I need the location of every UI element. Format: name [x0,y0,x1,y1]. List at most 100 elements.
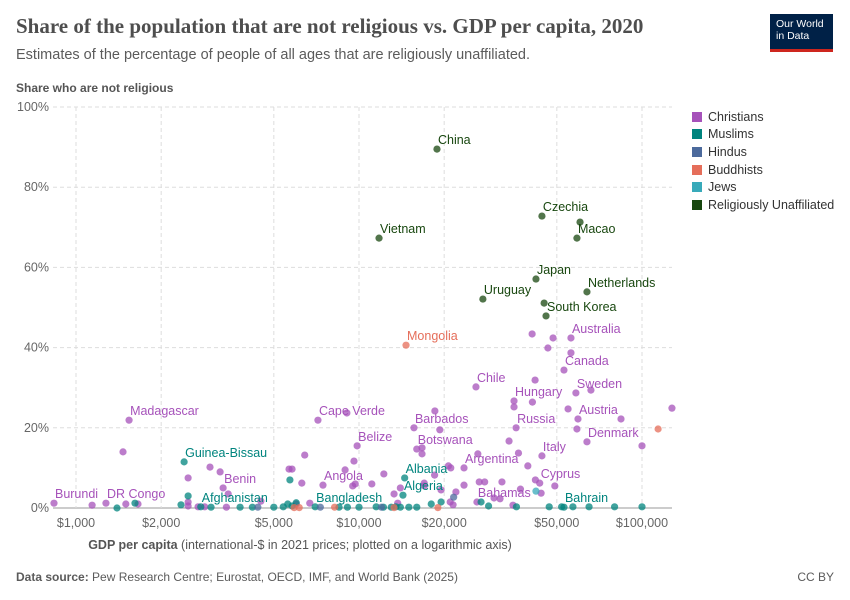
point-christians[interactable] [512,424,520,432]
point-christians[interactable] [560,366,568,374]
point-christians[interactable] [431,471,439,479]
legend-item-hindus[interactable]: Hindus [692,143,834,161]
point-christians[interactable] [380,470,388,478]
point-christians[interactable] [583,438,591,446]
point-christians[interactable] [301,451,309,459]
point-christians[interactable] [475,478,483,486]
point-christians[interactable] [668,404,676,412]
point-christians[interactable] [490,494,498,502]
point-christians[interactable] [119,448,127,456]
point-christians[interactable] [418,444,426,452]
point-hindus[interactable] [316,503,324,511]
point-christians[interactable] [447,464,455,472]
point-buddhists[interactable] [331,503,339,511]
point-christians[interactable] [437,486,445,494]
legend-item-jews[interactable]: Jews [692,178,834,196]
point-christians[interactable] [638,442,646,450]
point-buddhists[interactable] [402,341,410,349]
point-christians[interactable] [88,501,96,509]
point-muslims[interactable] [569,503,577,511]
point-christians[interactable] [460,464,468,472]
point-christians[interactable] [544,344,552,352]
point-christians[interactable] [505,437,513,445]
point-buddhists[interactable] [654,425,662,433]
point-muslims[interactable] [113,504,121,512]
point-christians[interactable] [431,407,439,415]
point-muslims[interactable] [207,503,215,511]
point-christians[interactable] [460,481,468,489]
point-jews[interactable] [532,487,540,495]
point-christians[interactable] [567,334,575,342]
point-christians[interactable] [516,485,525,493]
point-christians[interactable] [343,409,351,417]
point-muslims[interactable] [177,501,185,509]
point-religiously-unaffiliated[interactable] [479,295,487,303]
point-christians[interactable] [528,398,537,406]
point-buddhists[interactable] [290,503,298,512]
point-christians[interactable] [418,450,426,458]
point-christians[interactable] [549,334,557,342]
point-christians[interactable] [481,478,489,486]
point-christians[interactable] [353,442,361,450]
point-christians[interactable] [410,424,418,432]
point-religiously-unaffiliated[interactable] [573,234,581,242]
point-christians[interactable] [306,499,314,507]
point-muslims[interactable] [343,503,352,511]
point-muslims[interactable] [399,491,407,499]
point-christians[interactable] [219,484,227,492]
point-muslims[interactable] [355,503,363,511]
point-muslims[interactable] [248,503,256,511]
point-hindus[interactable] [254,503,262,511]
point-buddhists[interactable] [295,503,303,512]
point-christians[interactable] [551,482,559,490]
point-hindus[interactable] [377,503,386,511]
point-christians[interactable] [538,452,546,460]
point-christians[interactable] [216,468,224,476]
point-christians[interactable] [125,416,133,424]
point-christians[interactable] [224,490,232,498]
point-muslims[interactable] [396,503,404,511]
owid-logo[interactable]: Our World in Data [770,14,833,52]
point-christians[interactable] [298,479,306,487]
point-muslims[interactable] [131,499,139,507]
point-christians[interactable] [574,415,582,423]
point-christians[interactable] [528,330,536,338]
point-muslims[interactable] [286,476,294,484]
point-muslims[interactable] [180,458,188,466]
license[interactable]: CC BY [797,570,834,584]
point-christians[interactable] [536,479,544,487]
point-christians[interactable] [396,484,404,492]
point-muslims[interactable] [560,503,568,511]
point-christians[interactable] [341,466,349,474]
point-muslims[interactable] [197,503,205,511]
point-muslims[interactable] [311,503,319,511]
point-muslims[interactable] [638,503,646,511]
point-christians[interactable] [184,502,192,510]
point-religiously-unaffiliated[interactable] [540,299,548,307]
legend-item-religiously-unaffiliated[interactable]: Religiously Unaffiliated [692,196,834,214]
point-muslims[interactable] [477,498,485,506]
point-christians[interactable] [184,474,192,482]
point-muslims[interactable] [405,503,413,511]
legend-item-muslims[interactable]: Muslims [692,126,834,144]
point-religiously-unaffiliated[interactable] [433,145,441,153]
point-buddhists[interactable] [390,503,398,512]
point-muslims[interactable] [437,498,445,506]
point-christians[interactable] [436,426,444,434]
point-muslims[interactable] [484,502,493,510]
point-christians[interactable] [587,386,595,394]
point-christians[interactable] [206,463,214,471]
legend-item-buddhists[interactable]: Buddhists [692,161,834,179]
point-christians[interactable] [368,480,376,488]
point-christians[interactable] [122,500,130,508]
point-christians[interactable] [319,481,327,489]
point-muslims[interactable] [512,503,521,511]
point-christians[interactable] [420,479,428,487]
point-muslims[interactable] [427,500,435,508]
point-christians[interactable] [472,383,480,391]
point-christians[interactable] [617,415,625,423]
point-muslims[interactable] [184,492,192,500]
point-christians[interactable] [288,465,296,473]
point-religiously-unaffiliated[interactable] [542,312,550,320]
point-christians[interactable] [564,405,572,413]
